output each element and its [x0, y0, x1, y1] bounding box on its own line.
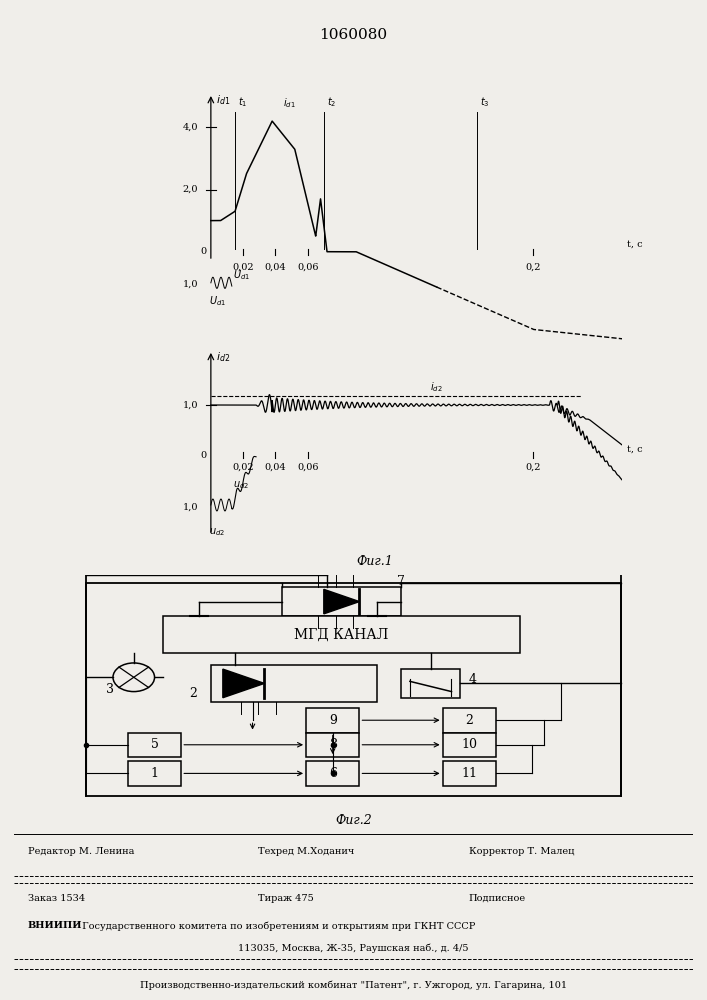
- Text: 0,02: 0,02: [233, 263, 254, 272]
- Text: 0,2: 0,2: [526, 263, 541, 272]
- Text: 1: 1: [151, 767, 158, 780]
- Text: 8: 8: [329, 738, 337, 751]
- Text: 11: 11: [461, 767, 477, 780]
- Text: Тираж 475: Тираж 475: [259, 894, 314, 903]
- Text: t, c: t, c: [627, 239, 643, 248]
- Text: t, c: t, c: [627, 444, 643, 454]
- Bar: [443, 761, 496, 786]
- Bar: [128, 761, 181, 786]
- Bar: [443, 732, 496, 757]
- Text: $t_1$: $t_1$: [238, 95, 247, 109]
- Text: Подписное: Подписное: [469, 894, 526, 903]
- Text: 4: 4: [468, 673, 477, 686]
- Bar: [163, 616, 520, 653]
- Text: 0: 0: [200, 247, 206, 256]
- Text: 6: 6: [329, 767, 337, 780]
- Bar: [282, 587, 401, 616]
- Text: Корректор Т. Малец: Корректор Т. Малец: [469, 848, 574, 856]
- Bar: [128, 732, 181, 757]
- Text: 2: 2: [189, 687, 197, 700]
- Bar: [306, 708, 359, 732]
- Text: $i_{d2}$: $i_{d2}$: [216, 350, 230, 364]
- Text: МГД КАНАЛ: МГД КАНАЛ: [294, 627, 389, 641]
- Text: 0,06: 0,06: [297, 462, 318, 472]
- Text: $U_{d1}$: $U_{d1}$: [233, 268, 250, 282]
- Text: 1,0: 1,0: [182, 400, 198, 410]
- Text: 10: 10: [461, 738, 477, 751]
- Text: $U_{d1}$: $U_{d1}$: [209, 295, 226, 308]
- Text: 0,04: 0,04: [264, 462, 286, 472]
- Text: $t_2$: $t_2$: [327, 95, 337, 109]
- Text: 0,2: 0,2: [526, 462, 541, 472]
- Text: 5: 5: [151, 738, 158, 751]
- Text: Техред М.Ходанич: Техред М.Ходанич: [259, 848, 355, 856]
- Text: Фиг.2: Фиг.2: [335, 814, 372, 827]
- Polygon shape: [324, 589, 359, 614]
- Text: 9: 9: [329, 714, 337, 727]
- Bar: [306, 761, 359, 786]
- Bar: [401, 669, 460, 698]
- Polygon shape: [223, 669, 264, 698]
- Text: $t_3$: $t_3$: [480, 95, 490, 109]
- Text: Государственного комитета по изобретениям и открытиям при ГКНТ СССР: Государственного комитета по изобретения…: [78, 921, 475, 931]
- Text: Заказ 1534: Заказ 1534: [28, 894, 85, 903]
- Bar: [443, 708, 496, 732]
- Text: $i_{d1}$: $i_{d1}$: [216, 93, 230, 107]
- Text: 0: 0: [200, 450, 206, 460]
- Text: Производственно-издательский комбинат "Патент", г. Ужгород, ул. Гагарина, 101: Производственно-издательский комбинат "П…: [140, 980, 567, 990]
- Text: 7: 7: [397, 575, 405, 588]
- Text: 1060080: 1060080: [320, 28, 387, 42]
- Text: Фиг.1: Фиг.1: [356, 555, 393, 568]
- Bar: [211, 665, 378, 702]
- Text: 0,06: 0,06: [297, 263, 318, 272]
- Text: 1,0: 1,0: [182, 503, 198, 512]
- Text: Редактор М. Ленина: Редактор М. Ленина: [28, 848, 134, 856]
- Text: 1,0: 1,0: [182, 280, 198, 289]
- Text: 2: 2: [465, 714, 473, 727]
- Bar: [306, 732, 359, 757]
- Text: 113035, Москва, Ж-35, Раушская наб., д. 4/5: 113035, Москва, Ж-35, Раушская наб., д. …: [238, 943, 469, 953]
- Text: $i_{d1}$: $i_{d1}$: [284, 96, 296, 110]
- Text: 0,04: 0,04: [264, 263, 286, 272]
- Circle shape: [113, 663, 155, 692]
- Text: $u_{d2}$: $u_{d2}$: [233, 479, 250, 491]
- Text: ВНИИПИ: ВНИИПИ: [28, 922, 82, 930]
- Text: 0,02: 0,02: [233, 462, 254, 472]
- Text: 3: 3: [106, 683, 114, 696]
- Text: 4,0: 4,0: [182, 123, 198, 132]
- Text: $u_{d2}$: $u_{d2}$: [209, 527, 226, 538]
- Text: 2,0: 2,0: [182, 185, 198, 194]
- Text: $i_{d2}$: $i_{d2}$: [431, 380, 443, 394]
